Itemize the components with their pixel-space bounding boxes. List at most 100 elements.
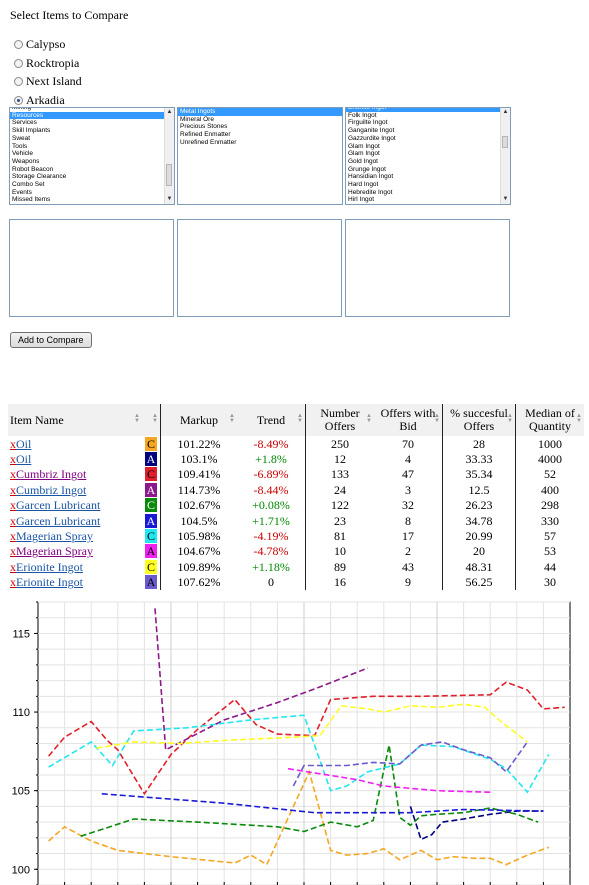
median-cell: 4000: [515, 451, 584, 467]
list-item[interactable]: Gazzurdite Ingot: [348, 134, 396, 142]
radio-label: Next Island: [26, 74, 82, 88]
list-item[interactable]: Weapons: [12, 157, 40, 165]
radio-button[interactable]: [14, 95, 23, 105]
list-item[interactable]: Robot Beacon: [12, 165, 54, 173]
list-item[interactable]: Hebredite Ingot: [348, 188, 393, 196]
list-item[interactable]: Unrefined Enmatter: [180, 138, 237, 146]
list-item[interactable]: Metal Ingots: [178, 108, 342, 116]
remove-link[interactable]: x: [10, 575, 16, 590]
planet-radio-arkadia[interactable]: Arkadia: [14, 93, 65, 108]
list-item[interactable]: Missed Items: [12, 196, 51, 204]
item-listbox[interactable]: Erionite Ingot Folk Ingot Firguilte Ingot G…: [345, 107, 511, 205]
list-item[interactable]: Services: [12, 119, 37, 127]
remove-link[interactable]: x: [10, 498, 16, 513]
remove-link[interactable]: x: [10, 544, 16, 559]
header-markup[interactable]: Markup ▲ ▼: [160, 404, 237, 436]
header-median-quantity[interactable]: Median of Quantity ▲ ▼: [515, 404, 584, 436]
list-item[interactable]: Storage Clearance: [12, 173, 67, 181]
table-row: xOil A 103.1% +1.8% 12 4 33.33 4000: [8, 451, 584, 467]
scroll-up-icon[interactable]: ▲: [502, 109, 509, 115]
list-item[interactable]: Folk Ingot: [348, 111, 377, 119]
scroll-down-icon[interactable]: ▼: [166, 196, 173, 202]
list-item[interactable]: Tools: [12, 142, 28, 150]
list-item[interactable]: Hard Ingot: [348, 181, 379, 189]
category-listbox[interactable]: Mining Resources Services Skill Implants Swe…: [9, 107, 175, 205]
item-link[interactable]: Cumbriz Ingot: [16, 467, 87, 482]
list-item[interactable]: Combo Set: [12, 181, 45, 189]
trend-cell: -6.89%: [253, 467, 289, 482]
list-item[interactable]: Hirl Ingot: [348, 196, 375, 204]
scroll-thumb[interactable]: [166, 164, 172, 186]
remove-link[interactable]: x: [10, 559, 16, 574]
list-item[interactable]: Sweat: [12, 134, 31, 142]
item-link[interactable]: Garcen Lubricant: [16, 513, 101, 528]
list-item[interactable]: Glam Ingot: [348, 142, 380, 150]
planet-badge: A: [145, 544, 157, 559]
planet-radio-calypso[interactable]: Calypso: [14, 37, 65, 52]
planet-badge: C: [145, 467, 157, 482]
remove-link[interactable]: x: [10, 513, 16, 528]
remove-link[interactable]: x: [10, 436, 16, 451]
list-item[interactable]: Mineral Ore: [180, 115, 214, 123]
item-link[interactable]: Magerian Spray: [16, 544, 93, 559]
list-item[interactable]: Hansidian Ingot: [348, 173, 394, 181]
planet-radio-next-island[interactable]: Next Island: [14, 74, 82, 89]
item-link[interactable]: Garcen Lubricant: [16, 498, 101, 513]
planet-radio-rocktropia[interactable]: Rocktropia: [14, 56, 79, 71]
header-number-offers[interactable]: Number Offers ▲ ▼: [305, 404, 374, 436]
sort-icon: ▲ ▼: [434, 413, 440, 424]
remove-link[interactable]: x: [10, 529, 16, 544]
radio-button[interactable]: [14, 40, 23, 49]
scroll-thumb[interactable]: [502, 136, 508, 148]
median-cell: 53: [515, 543, 584, 560]
list-item[interactable]: Skill Implants: [12, 127, 51, 135]
list-item[interactable]: Glam Ingot: [348, 150, 380, 158]
table-row: xErionite Ingot C 109.89% +1.18% 89 43 48.31 44: [8, 559, 584, 575]
series-line-2: [48, 769, 549, 866]
list-item[interactable]: Grunge Ingot: [348, 165, 386, 173]
subcategory-listbox[interactable]: Metal Ingots Mineral Ore Precious Stones Re…: [177, 107, 343, 205]
item-link[interactable]: Cumbriz Ingot: [16, 482, 87, 497]
offers-cell: 16: [305, 574, 374, 590]
scrollbar[interactable]: ▲ ▼: [500, 108, 510, 204]
compare-slot-1: [9, 219, 174, 317]
series-line-4: [154, 608, 369, 752]
header-planet[interactable]: ▲ ▼: [142, 404, 161, 436]
item-link[interactable]: Magerian Spray: [16, 529, 93, 544]
planet-badge: A: [145, 575, 157, 590]
markup-cell: 107.62%: [160, 574, 237, 590]
remove-link[interactable]: x: [10, 467, 16, 482]
list-item[interactable]: Gold Ingot: [348, 157, 378, 165]
list-item[interactable]: Refined Enmatter: [180, 131, 231, 139]
list-item[interactable]: Erionite Ingot: [346, 108, 510, 112]
item-link[interactable]: Oil: [16, 452, 32, 467]
header-successful-offers[interactable]: % succesful Offers ▲ ▼: [442, 404, 516, 436]
list-item[interactable]: Events: [12, 188, 32, 196]
remove-link[interactable]: x: [10, 452, 16, 467]
median-cell: 400: [515, 482, 584, 498]
scroll-up-icon[interactable]: ▲: [166, 109, 173, 115]
list-item[interactable]: Firguilte Ingot: [348, 119, 388, 127]
header-item-name[interactable]: Item Name ▲ ▼: [8, 404, 142, 436]
item-link[interactable]: Oil: [16, 436, 32, 451]
remove-link[interactable]: x: [10, 482, 16, 497]
header-offers-with-bid[interactable]: Offers with Bid ▲ ▼: [374, 404, 443, 436]
radio-button[interactable]: [14, 58, 23, 68]
header-trend[interactable]: Trend ▲ ▼: [237, 404, 306, 436]
list-item[interactable]: Vehicle: [12, 150, 33, 158]
scrollbar[interactable]: ▲ ▼: [164, 108, 174, 204]
list-item[interactable]: Resources: [10, 111, 174, 120]
list-item[interactable]: Ganganite Ingot: [348, 127, 395, 135]
item-link[interactable]: Erionite Ingot: [16, 559, 83, 574]
planet-badge: C: [145, 559, 157, 574]
radio-button[interactable]: [14, 77, 23, 86]
table-row: xCumbriz Ingot A 114.73% -8.44% 24 3 12.5 400: [8, 482, 584, 498]
success-cell: 34.78: [442, 512, 516, 529]
add-to-compare-button[interactable]: Add to Compare: [10, 332, 92, 348]
with-bid-cell: 70: [402, 436, 414, 451]
item-link[interactable]: Erionite Ingot: [16, 575, 83, 590]
list-item[interactable]: Mining: [12, 107, 32, 111]
list-item[interactable]: Precious Stones: [180, 123, 228, 131]
scroll-down-icon[interactable]: ▼: [502, 196, 509, 202]
success-cell: 48.31: [442, 559, 516, 575]
